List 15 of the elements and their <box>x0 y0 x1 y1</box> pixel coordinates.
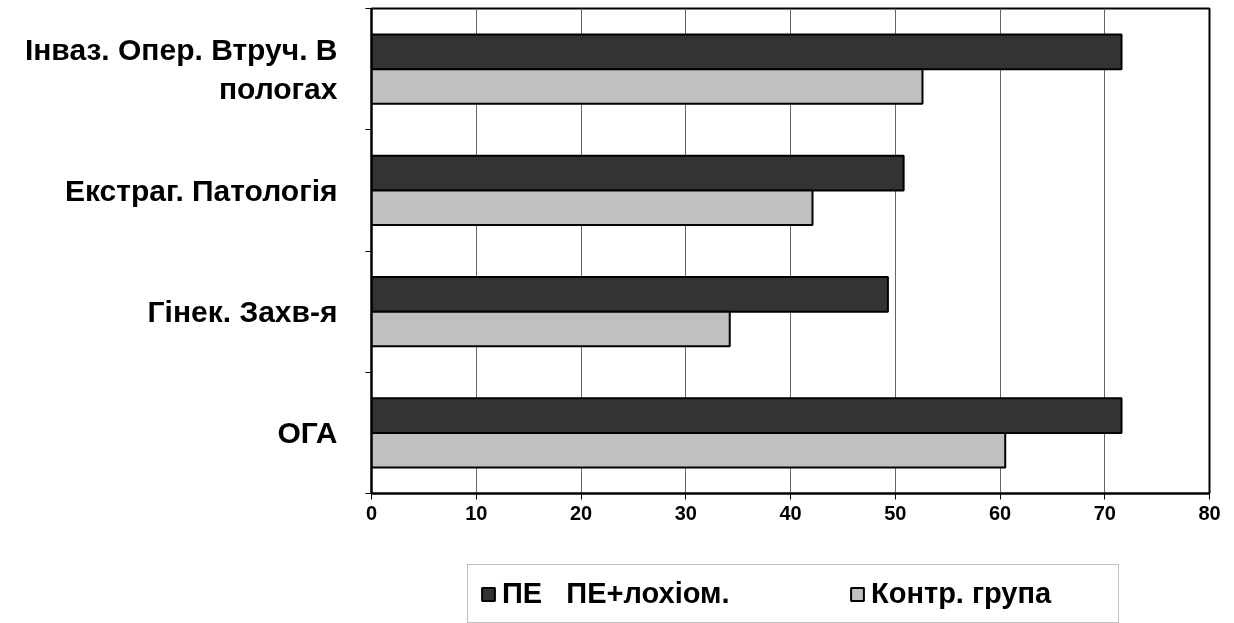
x-tick-label: 50 <box>884 501 907 524</box>
x-tick-label: 30 <box>674 501 697 524</box>
y-tick-label: ОГА <box>277 416 338 450</box>
legend-label: ПЕ ПЕ+лохіом. <box>502 577 731 610</box>
x-tick-label: 0 <box>365 501 378 524</box>
x-tick-label: 80 <box>1198 501 1221 524</box>
y-tick-label: Інваз. Опер. Втруч. В пологах <box>24 32 338 106</box>
x-tick-label: 70 <box>1093 501 1116 524</box>
legend-label: Контр. група <box>871 577 1053 610</box>
x-tick-label: 60 <box>988 501 1012 524</box>
x-tick-label: 20 <box>569 501 593 524</box>
y-tick-label: Гінек. Захв-я <box>147 295 338 329</box>
y-tick-label: Екстраг. Патологія <box>64 173 338 207</box>
x-tick-label: 40 <box>779 501 802 524</box>
x-tick-label: 10 <box>465 501 488 524</box>
